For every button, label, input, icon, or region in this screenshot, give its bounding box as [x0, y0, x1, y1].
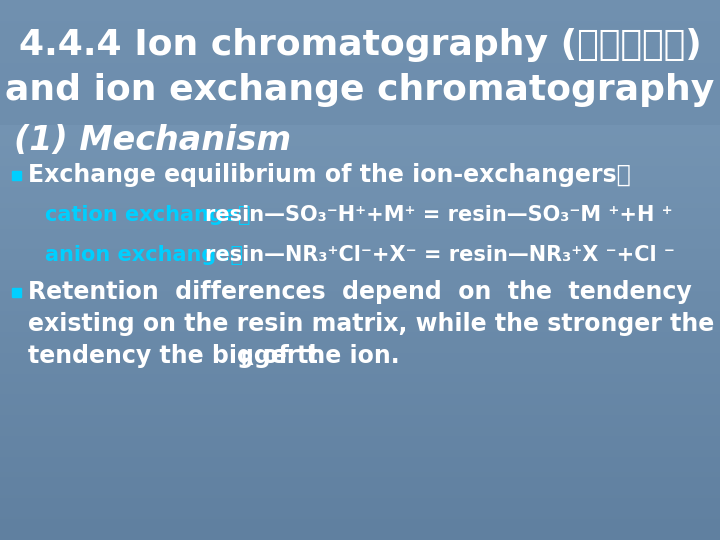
Text: existing on the resin matrix, while the stronger the: existing on the resin matrix, while the … — [28, 312, 714, 336]
Text: cation exchange：: cation exchange： — [45, 205, 251, 225]
Text: (1) Mechanism: (1) Mechanism — [14, 124, 291, 157]
Text: resin—SO₃⁻H⁺+M⁺ = resin—SO₃⁻M ⁺+H ⁺: resin—SO₃⁻H⁺+M⁺ = resin—SO₃⁻M ⁺+H ⁺ — [205, 205, 672, 225]
Text: resin—NR₃⁺Cl⁻+X⁻ = resin—NR₃⁺X ⁻+Cl ⁻: resin—NR₃⁺Cl⁻+X⁻ = resin—NR₃⁺X ⁻+Cl ⁻ — [205, 245, 675, 265]
Text: Exchange equilibrium of the ion-exchangers：: Exchange equilibrium of the ion-exchange… — [28, 163, 631, 187]
Text: of the ion.: of the ion. — [254, 344, 400, 368]
FancyBboxPatch shape — [0, 0, 720, 125]
Bar — [12, 171, 21, 180]
Bar — [12, 288, 21, 297]
Text: 4.4.4 Ion chromatography (离子色谱法): 4.4.4 Ion chromatography (离子色谱法) — [19, 28, 701, 62]
Text: tendency the bigger t: tendency the bigger t — [28, 344, 318, 368]
Text: and ion exchange chromatography: and ion exchange chromatography — [5, 73, 715, 107]
Text: anion exchange：: anion exchange： — [45, 245, 243, 265]
Text: Retention  differences  depend  on  the  tendency: Retention differences depend on the tend… — [28, 280, 692, 304]
Text: R: R — [241, 351, 253, 369]
